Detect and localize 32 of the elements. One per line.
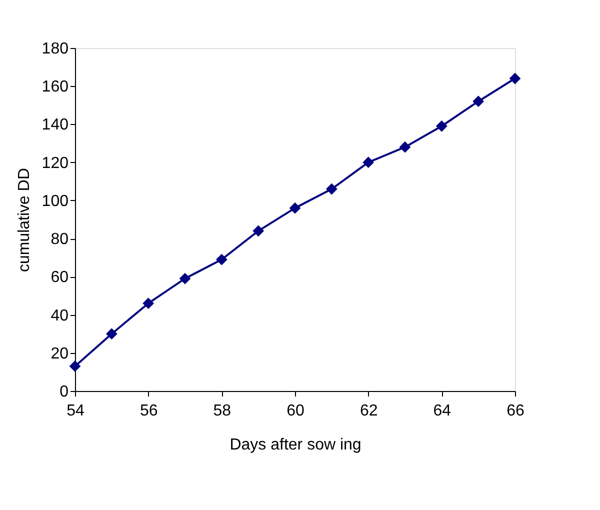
x-tick-label: 64	[433, 402, 452, 420]
y-tick-label: 0	[60, 384, 69, 400]
y-tick-label: 160	[42, 78, 69, 96]
point	[289, 202, 301, 214]
point	[216, 254, 228, 266]
y-tick-label: 120	[42, 154, 69, 172]
x-tick-label: 54	[66, 402, 84, 420]
point	[179, 272, 191, 284]
y-tick-label: 20	[50, 345, 69, 362]
point	[326, 183, 338, 195]
y-tick-label: 40	[50, 307, 69, 324]
x-tick-label: 62	[360, 402, 378, 420]
point	[436, 120, 448, 132]
x-tick-label: 56	[140, 402, 158, 420]
point	[509, 72, 521, 84]
point	[362, 156, 374, 168]
x-tick-label: 58	[213, 402, 232, 420]
y-tick-label: 180	[42, 40, 69, 58]
point	[472, 96, 484, 108]
y-axis-title: cumulative DD	[16, 168, 33, 272]
x-tick-label: 66	[506, 402, 524, 420]
y-tick-label: 60	[50, 269, 69, 286]
point	[142, 298, 154, 310]
y-tick-label: 100	[42, 192, 69, 210]
point	[69, 360, 81, 372]
x-tick-label: 60	[286, 402, 304, 420]
x-axis-title: Days after sow ing	[230, 436, 362, 454]
y-tick-label: 140	[42, 116, 69, 134]
point	[399, 141, 411, 153]
point	[252, 225, 264, 237]
y-tick-label: 80	[50, 231, 69, 248]
point	[106, 328, 118, 340]
